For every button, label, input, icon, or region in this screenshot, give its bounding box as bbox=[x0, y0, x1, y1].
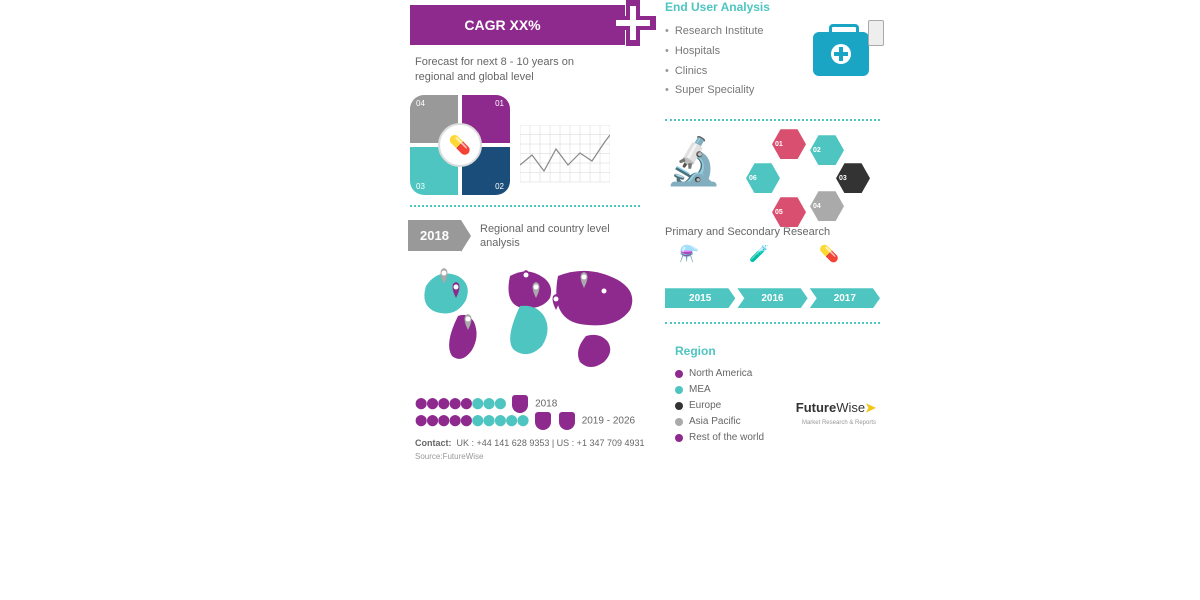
quadrant-graphic: 01 02 03 04 💊 bbox=[410, 95, 510, 195]
region-item: MEA bbox=[675, 382, 880, 398]
quad-label-3: 03 bbox=[416, 182, 425, 191]
timeline: 201520162017 bbox=[665, 288, 880, 308]
hex-badge: 03 bbox=[836, 163, 870, 193]
people-year-2: 2019 - 2026 bbox=[582, 416, 635, 427]
logo-subtitle: Market Research & Reports bbox=[802, 420, 876, 426]
contact-info: Contact: UK : +44 141 628 9353 | US : +1… bbox=[415, 438, 645, 448]
timeline-icons: ⚗️ 🧪 💊 bbox=[665, 244, 880, 268]
hex-badge: 02 bbox=[810, 135, 844, 165]
region-title: Region bbox=[675, 344, 880, 358]
pills-icon: 💊 bbox=[438, 123, 482, 167]
end-user-title: End User Analysis bbox=[665, 0, 880, 14]
hex-badge: 06 bbox=[746, 163, 780, 193]
region-item: North America bbox=[675, 366, 880, 382]
end-user-item: Super Speciality bbox=[665, 81, 880, 101]
research-label: Primary and Secondary Research bbox=[665, 226, 880, 238]
forecast-text: Forecast for next 8 - 10 years on region… bbox=[415, 55, 615, 86]
divider bbox=[665, 119, 880, 121]
microscope-icon: 🔬 bbox=[665, 134, 722, 189]
divider bbox=[410, 205, 640, 207]
timeline-year: 2017 bbox=[810, 288, 880, 308]
year-badge: 2018 bbox=[408, 220, 461, 251]
people-row-2019-2026: ⬤⬤⬤⬤⬤⬤⬤⬤⬤⬤ 2019 - 2026 bbox=[415, 412, 635, 430]
timeline-year: 2015 bbox=[665, 288, 735, 308]
quad-label-1: 01 bbox=[495, 99, 504, 108]
people-year-1: 2018 bbox=[535, 399, 557, 410]
world-map bbox=[408, 258, 648, 388]
quad-label-4: 04 bbox=[416, 99, 425, 108]
timeline-year: 2016 bbox=[737, 288, 807, 308]
source-text: Source:FutureWise bbox=[415, 452, 483, 461]
divider bbox=[665, 322, 880, 324]
quad-label-2: 02 bbox=[495, 182, 504, 191]
region-item: Rest of the world bbox=[675, 430, 880, 446]
regional-analysis-text: Regional and country level analysis bbox=[480, 222, 620, 251]
research-block: 🔬 0102030405 06 bbox=[665, 129, 880, 224]
mini-line-chart bbox=[520, 125, 610, 183]
futurewise-logo: FutureWise➤ bbox=[796, 400, 876, 416]
plus-icon bbox=[610, 0, 656, 46]
hex-badge: 05 bbox=[772, 197, 806, 227]
people-row-2018: ⬤⬤⬤⬤⬤⬤⬤⬤ 2018 bbox=[415, 395, 557, 413]
hex-badge: 01 bbox=[772, 129, 806, 159]
cagr-badge: CAGR XX% bbox=[410, 5, 625, 45]
hex-badge: 04 bbox=[810, 191, 844, 221]
medkit-icon bbox=[813, 20, 888, 80]
